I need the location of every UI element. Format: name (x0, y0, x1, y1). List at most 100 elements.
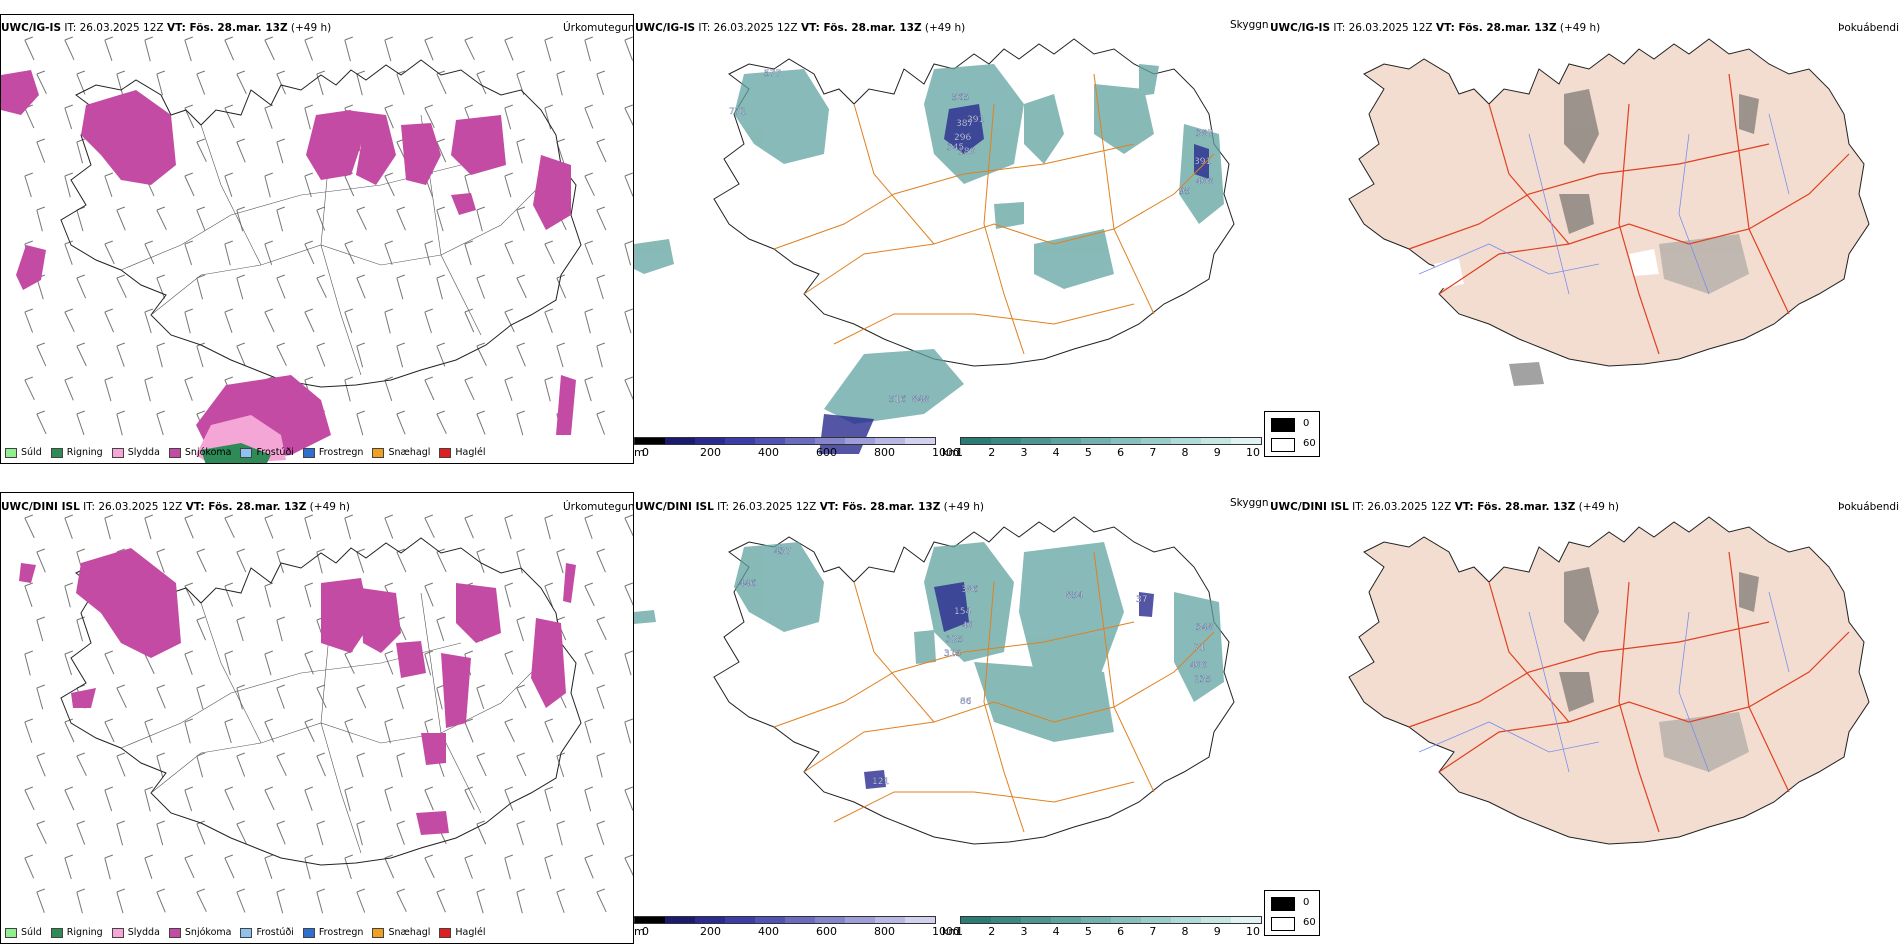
cloud-height-label: 296 (954, 133, 971, 143)
wind-barb (476, 274, 485, 299)
visibility-unit-bottom: km (942, 925, 960, 938)
wind-barb (36, 138, 46, 163)
wind-barb (24, 172, 33, 198)
wind-barb (196, 752, 205, 778)
wind-barb (424, 376, 435, 401)
colorbar-step (1081, 438, 1111, 444)
wind-barb (516, 616, 525, 642)
wind-barb (264, 854, 273, 880)
wind-barb (596, 548, 606, 573)
wind-barb (236, 70, 247, 95)
cloud-header-bottom: UWC/DINI ISL IT: 26.03.2025 12Z VT: Fös.… (635, 501, 985, 513)
precip-legend-label: Súld (21, 447, 42, 458)
precip-legend-label: Frostregn (318, 447, 364, 458)
wind-barb (64, 514, 73, 539)
wind-barb (396, 684, 405, 710)
wind-barb (64, 854, 73, 880)
wind-barb (624, 240, 633, 266)
wind-barb (76, 888, 85, 914)
colorbar-tick-label: 2 (988, 446, 996, 459)
wind-barb (156, 206, 167, 231)
cloud-height-label: 154 (954, 607, 971, 617)
wind-barb (304, 172, 313, 198)
colorbar-step (725, 438, 755, 444)
wind-barb (344, 514, 353, 540)
wind-barb (264, 172, 273, 198)
wind-barb (24, 376, 35, 401)
wind-barb (184, 104, 195, 129)
wind-barb (64, 104, 73, 130)
wind-barb (196, 684, 205, 710)
wind-barb (384, 376, 393, 402)
wind-barb (76, 616, 85, 642)
wind-barb (104, 36, 113, 61)
wind-barb (584, 376, 593, 402)
precip-legend-item: Frostúði (240, 447, 294, 458)
wind-barb (396, 410, 406, 435)
fog-swatch-60-bottom (1271, 917, 1295, 931)
wind-barb (36, 684, 45, 710)
fog-swatch-60-top (1271, 438, 1295, 452)
colorbar-step (785, 917, 815, 923)
wind-barb (64, 240, 73, 265)
wind-barb (436, 548, 447, 573)
wind-barb (264, 582, 273, 608)
cloud-header-top: UWC/IG-IS IT: 26.03.2025 12Z VT: Fös. 28… (635, 22, 966, 34)
wind-barb (224, 582, 234, 607)
wind-barb (264, 104, 273, 129)
wind-barb (356, 752, 365, 778)
wind-barb (384, 172, 395, 197)
wind-barb (224, 240, 233, 266)
precip-legend-swatch (302, 447, 315, 458)
wind-barb (36, 410, 47, 435)
wind-barb (476, 888, 485, 914)
colorbar-step (905, 438, 935, 444)
wind-barb (356, 342, 365, 368)
wind-barb (396, 820, 405, 845)
wind-barb (196, 274, 205, 300)
wind-barb (624, 308, 633, 334)
precip-legend-label: Snjókoma (184, 447, 232, 458)
wind-barb (236, 752, 246, 777)
wind-barb (624, 104, 633, 127)
colorbar-step (845, 917, 875, 923)
wind-barb (104, 786, 113, 812)
wind-barb (516, 138, 525, 164)
wind-barb (236, 888, 246, 913)
wind-barb (504, 240, 514, 265)
cloud-height-label: 86 (960, 697, 972, 707)
wind-barb (104, 308, 115, 333)
fog-label-60-bottom: 60 (1303, 917, 1316, 928)
wind-barb (344, 172, 355, 197)
cloudbase-ticks-bottom: 0 200 400 600 800 1000 (642, 925, 960, 939)
wind-barb (116, 410, 125, 436)
cloud-height-label: 565 (952, 93, 969, 103)
colorbar-step (665, 917, 695, 923)
wind-barb (504, 718, 515, 743)
colorbar-step (635, 438, 665, 444)
wind-barb (24, 650, 33, 676)
wind-barb (504, 582, 513, 608)
wind-barb (144, 786, 153, 812)
wind-barb (64, 786, 75, 811)
wind-barb (584, 172, 595, 197)
wind-barb (36, 206, 45, 232)
wind-barb (556, 70, 565, 96)
precip-legend-item: Haglél (439, 447, 486, 458)
wind-barb (316, 752, 326, 777)
wind-barb (276, 206, 285, 232)
precip-legend-label: Haglél (455, 927, 486, 938)
wind-barb (504, 650, 514, 675)
colorbar-step (1141, 917, 1171, 923)
wind-barb (424, 514, 435, 539)
precip-title-top: Úrkomutegund (563, 22, 642, 34)
wind-barb (64, 308, 75, 333)
wind-barb (264, 308, 275, 333)
wind-barb (196, 888, 207, 913)
fog-map-bottom (1348, 516, 1870, 845)
wind-barb (24, 786, 35, 811)
colorbar-step (815, 438, 845, 444)
wind-barb (196, 138, 207, 163)
wind-barb (516, 410, 525, 436)
